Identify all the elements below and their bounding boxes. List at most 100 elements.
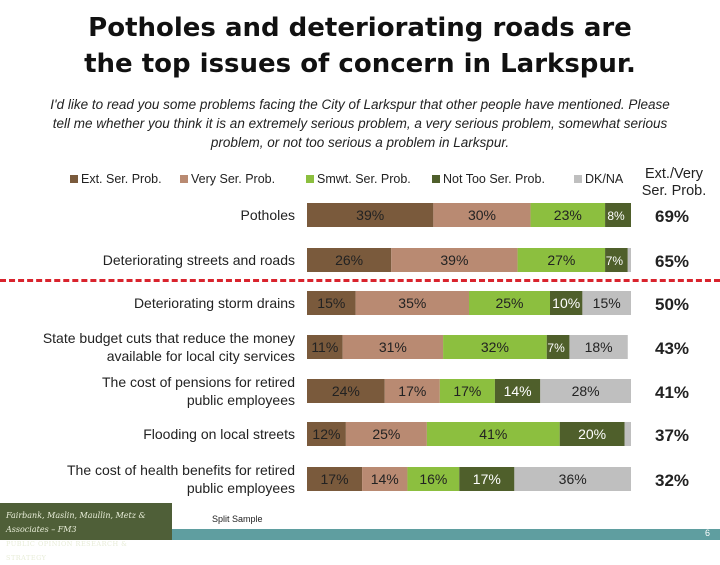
- bar-segment-smwt: [469, 291, 550, 315]
- company-logo: Fairbank, Maslin, Maullin, Metz & Associ…: [0, 503, 172, 562]
- data-label-ext: 26%: [335, 252, 363, 268]
- logo-line-1: Fairbank, Maslin, Maullin, Metz & Associ…: [6, 511, 146, 534]
- category-label: Deteriorating streets and roads: [103, 252, 295, 268]
- bar-segment-ext: [307, 291, 356, 315]
- data-label-smwt: 32%: [481, 339, 509, 355]
- legend-label-smwt: Smwt. Ser. Prob.: [317, 172, 411, 186]
- bar-segment-dk: [569, 335, 628, 359]
- bar-segment-very: [342, 335, 444, 359]
- legend-swatch-very: [180, 175, 188, 183]
- category-label: Deteriorating storm drains: [134, 295, 295, 311]
- legend-label-not_too: Not Too Ser. Prob.: [443, 172, 545, 186]
- legend-label-dk: DK/NA: [585, 172, 624, 186]
- legend-item-dk: DK/NA: [574, 172, 623, 186]
- bar-segment-not_too: [559, 422, 625, 446]
- bar-segment-dk: [582, 291, 631, 315]
- bar-segment-smwt: [517, 248, 606, 272]
- ext-header-line-1: Ext./Very: [644, 166, 704, 182]
- data-label-ext: 24%: [332, 383, 360, 399]
- data-label-dk: 15%: [593, 295, 621, 311]
- ext-very-total: 32%: [655, 471, 689, 490]
- bar-segment-dk: [540, 379, 631, 403]
- ext-very-total: 41%: [655, 383, 689, 402]
- data-label-very: 14%: [371, 471, 399, 487]
- data-label-very: 25%: [372, 426, 400, 442]
- data-label-not_too: 17%: [473, 471, 501, 487]
- data-label-not_too: 14%: [504, 383, 532, 399]
- legend-swatch-not_too: [432, 175, 440, 183]
- logo-line-2: PUBLIC OPINION RESEARCH & STRATEGY: [6, 540, 128, 562]
- bar-segment-ext: [307, 379, 385, 403]
- data-label-ext: 11%: [311, 339, 338, 355]
- data-label-not_too: 8%: [607, 209, 625, 223]
- legend-item-very: Very Ser. Prob.: [180, 172, 275, 186]
- category-label: State budget cuts that reduce the money a…: [43, 330, 295, 364]
- data-label-smwt: 27%: [547, 252, 575, 268]
- data-label-smwt: 16%: [419, 471, 447, 487]
- bar-segment-smwt: [443, 335, 547, 359]
- bar-segment-ext: [307, 203, 434, 227]
- ext-very-total: 50%: [655, 295, 689, 314]
- bar-segment-ext: [307, 422, 346, 446]
- bar-segment-very: [355, 291, 469, 315]
- legend-label-ext: Ext. Ser. Prob.: [81, 172, 162, 186]
- ext-very-total: 37%: [655, 426, 689, 445]
- page-number: 6: [704, 528, 710, 538]
- data-label-ext: 15%: [317, 295, 345, 311]
- bar-segment-not_too: [550, 291, 583, 315]
- bar-segment-smwt: [426, 422, 560, 446]
- data-label-smwt: 41%: [479, 426, 507, 442]
- data-label-very: 31%: [379, 339, 407, 355]
- bar-segment-ext: [307, 335, 343, 359]
- data-label-very: 17%: [398, 383, 426, 399]
- data-label-smwt: 25%: [495, 295, 523, 311]
- data-label-ext: 39%: [356, 207, 384, 223]
- legend-swatch-ext: [70, 175, 78, 183]
- ext-header-line-2: Ser. Prob.: [641, 183, 707, 199]
- ext-very-total: 69%: [655, 207, 689, 226]
- data-label-not_too: 7%: [606, 254, 624, 268]
- ext-very-total: 65%: [655, 252, 689, 271]
- data-label-very: 30%: [468, 207, 496, 223]
- bar-segment-ext: [307, 248, 392, 272]
- legend-swatch-dk: [574, 175, 582, 183]
- data-label-smwt: 23%: [554, 207, 582, 223]
- bar-segment-dk: [627, 248, 631, 272]
- ext-very-column-header: Ext./Very Ser. Prob.: [632, 166, 716, 200]
- category-label: The cost of health benefits for retired p…: [67, 462, 295, 496]
- category-label: The cost of pensions for retired public e…: [102, 374, 295, 408]
- data-label-very: 39%: [440, 252, 468, 268]
- bar-segment-smwt: [530, 203, 606, 227]
- legend-label-very: Very Ser. Prob.: [191, 172, 276, 186]
- data-label-dk: 36%: [559, 471, 587, 487]
- bar-segment-not_too: [546, 335, 570, 359]
- data-label-ext: 12%: [312, 426, 340, 442]
- data-label-dk: 18%: [585, 339, 613, 355]
- bar-segment-smwt: [439, 379, 495, 403]
- data-label-not_too: 20%: [578, 426, 606, 442]
- data-label-not_too: 7%: [547, 341, 565, 355]
- page-title: Potholes and deteriorating roads are the…: [20, 10, 700, 82]
- footer-bar: [172, 529, 720, 540]
- legend-swatch-smwt: [306, 175, 314, 183]
- bar-segment-smwt: [407, 467, 460, 491]
- split-sample-note: Split Sample: [212, 514, 263, 524]
- bar-segment-very: [384, 379, 440, 403]
- bar-segment-very: [362, 467, 408, 491]
- bar-segment-very: [391, 248, 518, 272]
- legend-item-ext: Ext. Ser. Prob.: [70, 172, 162, 186]
- data-label-dk: 28%: [572, 383, 600, 399]
- data-label-ext: 17%: [321, 471, 349, 487]
- legend-item-smwt: Smwt. Ser. Prob.: [306, 172, 411, 186]
- question-text: I'd like to read you some problems facin…: [50, 97, 670, 150]
- category-label: Flooding on local streets: [143, 426, 295, 442]
- bar-segment-dk: [624, 422, 631, 446]
- data-label-smwt: 17%: [453, 383, 481, 399]
- data-label-not_too: 10%: [552, 295, 580, 311]
- bar-segment-ext: [307, 467, 363, 491]
- bar-segment-not_too: [605, 203, 631, 227]
- stacked-bar-chart: Potholes 39% 30% 23% 8% 69% Deteriorating stre…: [43, 203, 689, 496]
- bar-segment-very: [433, 203, 531, 227]
- data-label-very: 35%: [398, 295, 426, 311]
- bar-segment-not_too: [494, 379, 541, 403]
